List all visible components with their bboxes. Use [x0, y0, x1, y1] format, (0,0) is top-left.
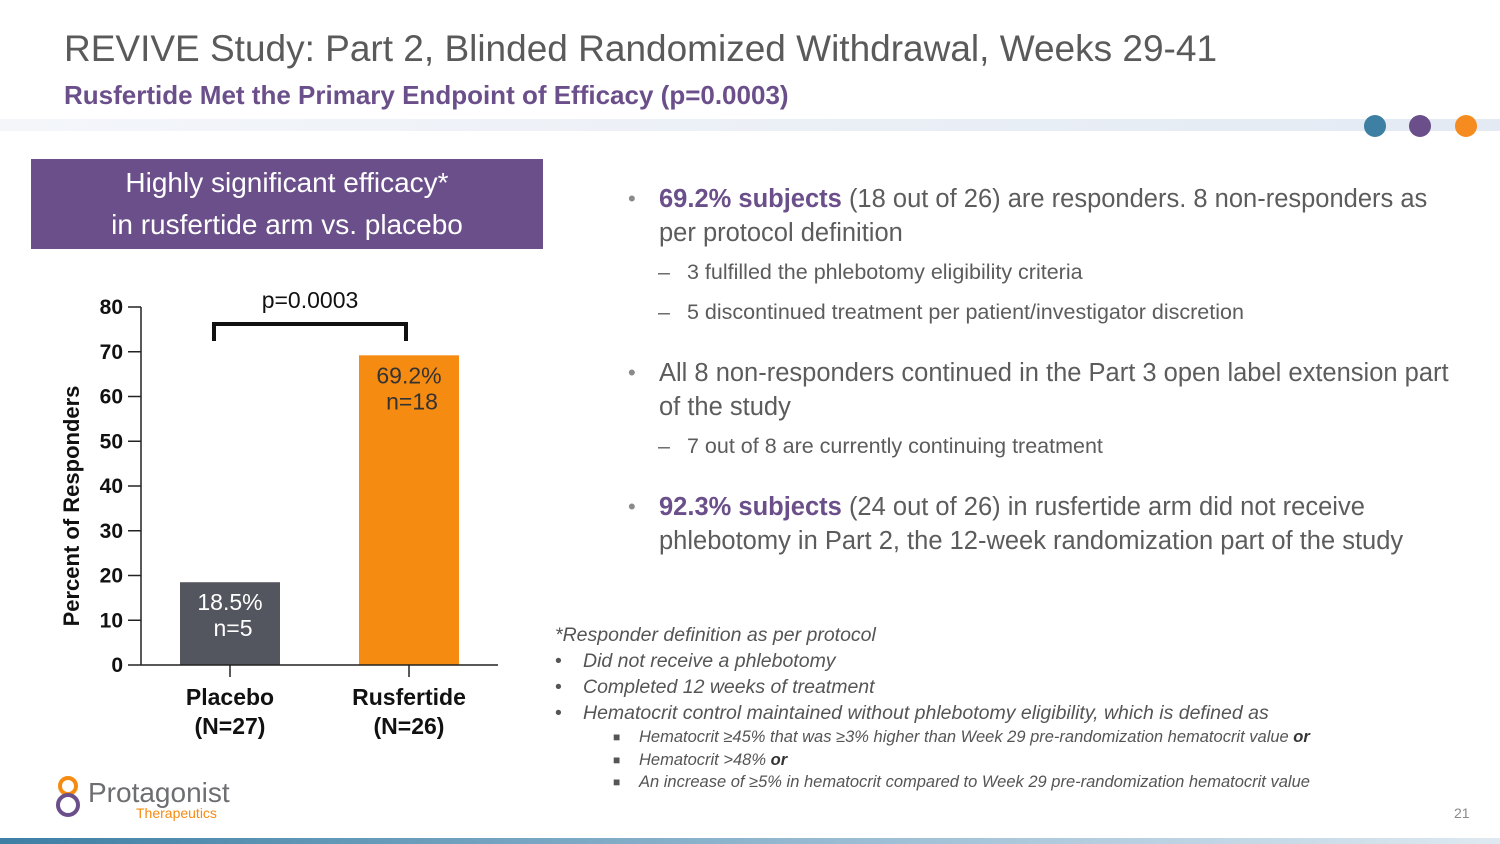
footnote-item-text: Hematocrit control maintained without ph…: [583, 702, 1269, 724]
efficacy-callout: Highly significant efficacy* in rusferti…: [31, 159, 543, 249]
bullet-bold: 92.3% subjects: [659, 493, 842, 521]
sub-bullet: – 7 out of 8 are currently continuing tr…: [628, 432, 1458, 460]
bullet-marker: •: [628, 494, 636, 519]
bar-rusfertide: [359, 355, 459, 665]
sub-bullet: – 3 fulfilled the phlebotomy eligibility…: [628, 258, 1458, 286]
significance-bracket: [212, 322, 408, 341]
footnote-item-text: Did not receive a phlebotomy: [583, 650, 836, 672]
slide-title: REVIVE Study: Part 2, Blinded Randomized…: [64, 28, 1218, 69]
square-bullet-marker: ■: [613, 752, 621, 767]
bullet-responders: • 69.2% subjects (18 out of 26) are resp…: [628, 182, 1458, 250]
footnote-subitem-text: Hematocrit ≥45% that was ≥3% higher than…: [639, 728, 1294, 746]
bullet-marker: •: [628, 186, 636, 211]
callout-line-1: Highly significant efficacy*: [125, 167, 449, 198]
page-number: 21: [1454, 805, 1470, 821]
bar-value-label: 69.2%: [376, 362, 441, 388]
bullet-marker: •: [555, 650, 562, 672]
callout-line-2: in rusfertide arm vs. placebo: [111, 209, 463, 240]
bullet-text: (18 out of 26) are responders. 8 non-res…: [659, 185, 1428, 247]
x-category-label: Rusfertide: [352, 684, 466, 710]
protagonist-logo: Protagonist Therapeutics: [56, 776, 230, 821]
sub-bullet-text: 5 discontinued treatment per patient/inv…: [687, 300, 1244, 324]
bullet-bold: 69.2% subjects: [659, 185, 842, 213]
slide-subtitle: Rusfertide Met the Primary Endpoint of E…: [64, 80, 789, 110]
x-category-n: (N=26): [374, 713, 445, 739]
dash-marker: –: [658, 260, 670, 284]
y-tick-label: 70: [100, 341, 123, 364]
y-tick-label: 80: [100, 296, 123, 319]
footnote-conjunction: or: [770, 750, 788, 769]
p-value-annotation: p=0.0003: [262, 287, 359, 313]
footnote-subitem: ■ Hematocrit ≥45% that was ≥3% higher tha…: [555, 726, 1455, 749]
decorative-dot-blue: [1364, 115, 1386, 137]
y-tick-label: 60: [100, 386, 123, 409]
footnote-item: • Did not receive a phlebotomy: [555, 648, 1455, 674]
responders-bar-chart: 0 10 20 30 40 50 60 70 80 Percent of Responders Pl…: [59, 287, 498, 739]
y-axis-title: Percent of Responders: [59, 386, 84, 627]
logo-name: Protagonist: [88, 777, 230, 808]
footnote-subitem: ■ Hematocrit >48% or: [555, 749, 1455, 772]
y-tick-label: 50: [100, 430, 123, 453]
x-category-label: Placebo: [186, 684, 274, 710]
logo-mark-icon: [56, 776, 80, 817]
logo-tagline: Therapeutics: [136, 805, 217, 821]
y-tick-label: 10: [100, 609, 123, 632]
y-tick-label: 30: [100, 520, 123, 543]
responder-definition-footnote: *Responder definition as per protocol • D…: [555, 622, 1455, 794]
y-tick-label: 40: [100, 475, 123, 498]
footnote-subitem-text: An increase of ≥5% in hematocrit compare…: [639, 773, 1310, 791]
dash-marker: –: [658, 300, 670, 324]
y-tick-label: 0: [111, 654, 123, 677]
dash-marker: –: [658, 434, 670, 458]
footnote-heading: *Responder definition as per protocol: [555, 624, 876, 646]
footnote-item: • Completed 12 weeks of treatment: [555, 674, 1455, 700]
y-tick-label: 20: [100, 565, 123, 588]
footnote-subitem-text: Hematocrit >48%: [639, 750, 771, 769]
bar-n-label: n=18: [386, 388, 438, 414]
bottom-band: [0, 838, 1500, 844]
bullet-marker: •: [555, 702, 562, 724]
bar-placebo: [180, 582, 280, 665]
decorative-dot-orange: [1455, 115, 1477, 137]
bar-value-label: 18.5%: [197, 589, 262, 615]
bullet-no-phlebotomy: • 92.3% subjects (24 out of 26) in rusfe…: [628, 490, 1458, 558]
square-bullet-marker: ■: [613, 775, 621, 789]
bullet-non-responders: • All 8 non-responders continued in the …: [628, 356, 1458, 424]
sub-bullet-text: 3 fulfilled the phlebotomy eligibility c…: [687, 260, 1083, 284]
bullet-marker: •: [628, 360, 636, 385]
bar-n-label: n=5: [213, 615, 252, 641]
footnote-conjunction: or: [1293, 728, 1310, 746]
bullet-text: (24 out of 26) in rusfertide arm did not…: [659, 493, 1404, 555]
key-findings-list: • 69.2% subjects (18 out of 26) are resp…: [628, 182, 1458, 558]
footnote-item-text: Completed 12 weeks of treatment: [583, 676, 875, 698]
decorative-dot-purple: [1409, 115, 1431, 137]
square-bullet-marker: ■: [613, 730, 621, 744]
sub-bullet-text: 7 out of 8 are currently continuing trea…: [687, 434, 1103, 458]
bullet-text: All 8 non-responders continued in the Pa…: [659, 359, 1449, 421]
footnote-subitem: ■ An increase of ≥5% in hematocrit compar…: [555, 771, 1455, 794]
header-band: [0, 119, 1500, 131]
sub-bullet: – 5 discontinued treatment per patient/i…: [628, 298, 1458, 326]
bullet-marker: •: [555, 676, 562, 698]
footnote-item: • Hematocrit control maintained without p…: [555, 700, 1455, 726]
x-category-n: (N=27): [195, 713, 266, 739]
